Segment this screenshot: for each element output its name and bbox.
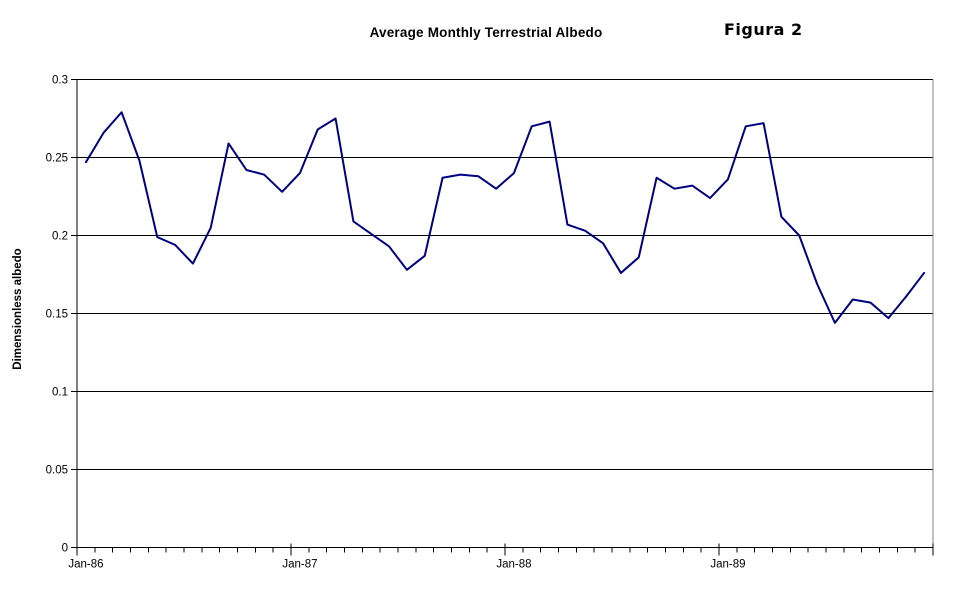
y-tick-label: 0.25 [46,153,68,165]
y-tick-label: 0.1 [52,387,68,399]
y-tick-label: 0.2 [52,231,68,243]
data-line-series [84,111,926,324]
y-tick-label: 0.15 [46,309,68,321]
x-tick-label: Jan-86 [68,559,103,571]
x-tick-label: Jan-89 [710,559,745,571]
y-tick-label: 0 [62,543,68,555]
y-tick-label: 0.3 [52,75,68,87]
figure-label: Figura 2 [724,20,803,39]
x-tick-label: Jan-87 [282,559,317,571]
chart-title: Average Monthly Terrestrial Albedo [369,25,603,40]
x-tick-label: Jan-88 [496,559,531,571]
y-tick-label: 0.05 [46,465,68,477]
